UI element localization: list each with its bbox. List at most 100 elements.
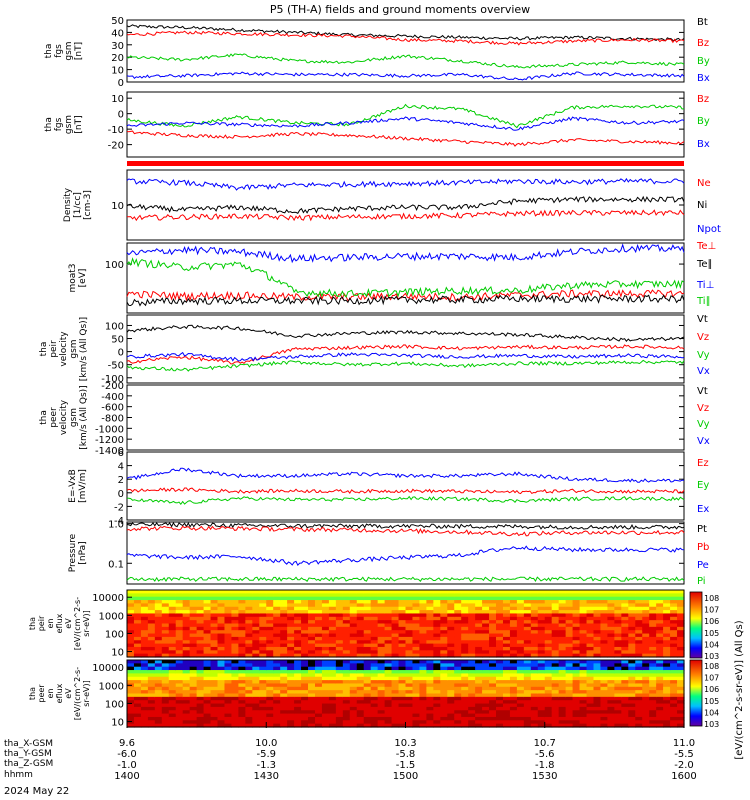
- spectro-cell: [308, 716, 316, 721]
- spectro-cell: [614, 613, 622, 618]
- spectro-cell: [412, 713, 421, 718]
- spectro-cell: [509, 696, 518, 701]
- spectro-cell: [447, 620, 455, 625]
- spectro-cell: [454, 686, 462, 691]
- spectro-cell: [294, 610, 302, 615]
- spectro-cell: [168, 643, 177, 648]
- spectro-cell: [189, 716, 198, 721]
- spectro-cell: [461, 723, 469, 728]
- spectro-cell: [572, 723, 581, 728]
- spectro-cell: [182, 610, 191, 615]
- spectro-cell: [621, 706, 629, 711]
- spectro-cell: [140, 610, 149, 615]
- spectro-cell: [502, 626, 511, 631]
- spectro-cell: [259, 646, 267, 651]
- spectro-cell: [412, 640, 421, 645]
- date-label: 2024 May 22: [4, 786, 69, 797]
- spectro-cell: [509, 603, 518, 608]
- spectro-cell: [196, 603, 205, 608]
- spectro-cell: [328, 670, 337, 674]
- spectro-cell: [301, 596, 309, 601]
- spectro-cell: [489, 710, 497, 715]
- spectro-cell: [419, 716, 427, 721]
- y-axis-label: [mV/m]: [78, 469, 88, 503]
- spectro-cell: [516, 683, 525, 688]
- spectro-cell: [147, 593, 156, 598]
- spectro-cell: [377, 716, 386, 721]
- spectro-cell: [127, 720, 135, 725]
- spectro-cell: [663, 623, 671, 628]
- spectro-cell: [182, 640, 191, 645]
- spectro-cell: [266, 720, 274, 725]
- spectro-cell: [349, 666, 358, 671]
- spectro-cell: [342, 720, 351, 725]
- spectro-cell: [266, 690, 274, 695]
- spectro-cell: [537, 706, 546, 711]
- spectro-cell: [161, 660, 170, 664]
- spectro-cell: [530, 706, 539, 711]
- spectro-cell: [210, 606, 219, 611]
- spectro-cell: [579, 630, 588, 635]
- spectro-cell: [614, 596, 622, 601]
- spectro-cell: [621, 636, 629, 641]
- spectro-cell: [426, 660, 434, 664]
- spectro-cell: [294, 603, 302, 608]
- spectro-cell: [175, 616, 184, 621]
- spectro-cell: [426, 693, 434, 698]
- spectro-cell: [384, 626, 393, 631]
- spectro-cell: [558, 593, 567, 598]
- spectro-cell: [252, 640, 260, 645]
- spectro-cell: [489, 720, 497, 725]
- spectro-cell: [259, 636, 267, 641]
- spectro-cell: [454, 663, 462, 668]
- spectro-cell: [356, 706, 365, 711]
- spectro-cell: [308, 650, 316, 655]
- spectro-cell: [175, 606, 184, 611]
- spectro-cell: [398, 663, 407, 668]
- spectro-cell: [224, 716, 233, 721]
- spectro-cell: [607, 620, 615, 625]
- spectro-cell: [308, 620, 316, 625]
- spectro-cell: [440, 683, 448, 688]
- spectro-cell: [210, 610, 219, 615]
- spectro-cell: [203, 713, 212, 718]
- spectro-cell: [245, 616, 253, 621]
- spectro-cell: [335, 713, 344, 718]
- spectro-cell: [426, 646, 434, 651]
- panel-frame: [126, 19, 685, 83]
- spectro-cell: [663, 663, 671, 668]
- spectro-cell: [259, 630, 267, 635]
- spectro-cell: [140, 650, 149, 655]
- spectro-cell: [447, 633, 455, 638]
- spectro-cell: [663, 716, 671, 721]
- spectro-cell: [607, 590, 615, 594]
- spectro-cell: [461, 636, 469, 641]
- spectro-cell: [635, 720, 643, 725]
- spectro-cell: [482, 660, 490, 664]
- spectro-cell: [677, 723, 685, 728]
- spectro-cell: [321, 666, 330, 671]
- spectro-cell: [677, 603, 685, 608]
- spectro-cell: [224, 650, 233, 655]
- spectro-cell: [182, 660, 191, 664]
- spectro-cell: [224, 600, 233, 604]
- spectro-cell: [391, 630, 400, 635]
- spectro-cell: [482, 663, 490, 668]
- spectro-cell: [530, 603, 539, 608]
- spectro-cell: [600, 670, 609, 674]
- spectro-cell: [461, 676, 469, 681]
- y-axis-label: Pressure: [68, 533, 78, 572]
- spectro-cell: [677, 720, 685, 725]
- spectro-cell: [280, 653, 288, 658]
- spectro-cell: [656, 593, 664, 598]
- spectro-cell: [154, 630, 163, 635]
- spectro-cell: [168, 706, 177, 711]
- spectro-cell: [593, 626, 602, 631]
- spectro-cell: [628, 596, 636, 601]
- spectro-cell: [342, 666, 351, 671]
- spectro-cell: [196, 706, 205, 711]
- spectro-cell: [635, 706, 643, 711]
- spectro-cell: [586, 603, 595, 608]
- spectro-cell: [412, 716, 421, 721]
- y-axis-label: velocity: [59, 399, 69, 435]
